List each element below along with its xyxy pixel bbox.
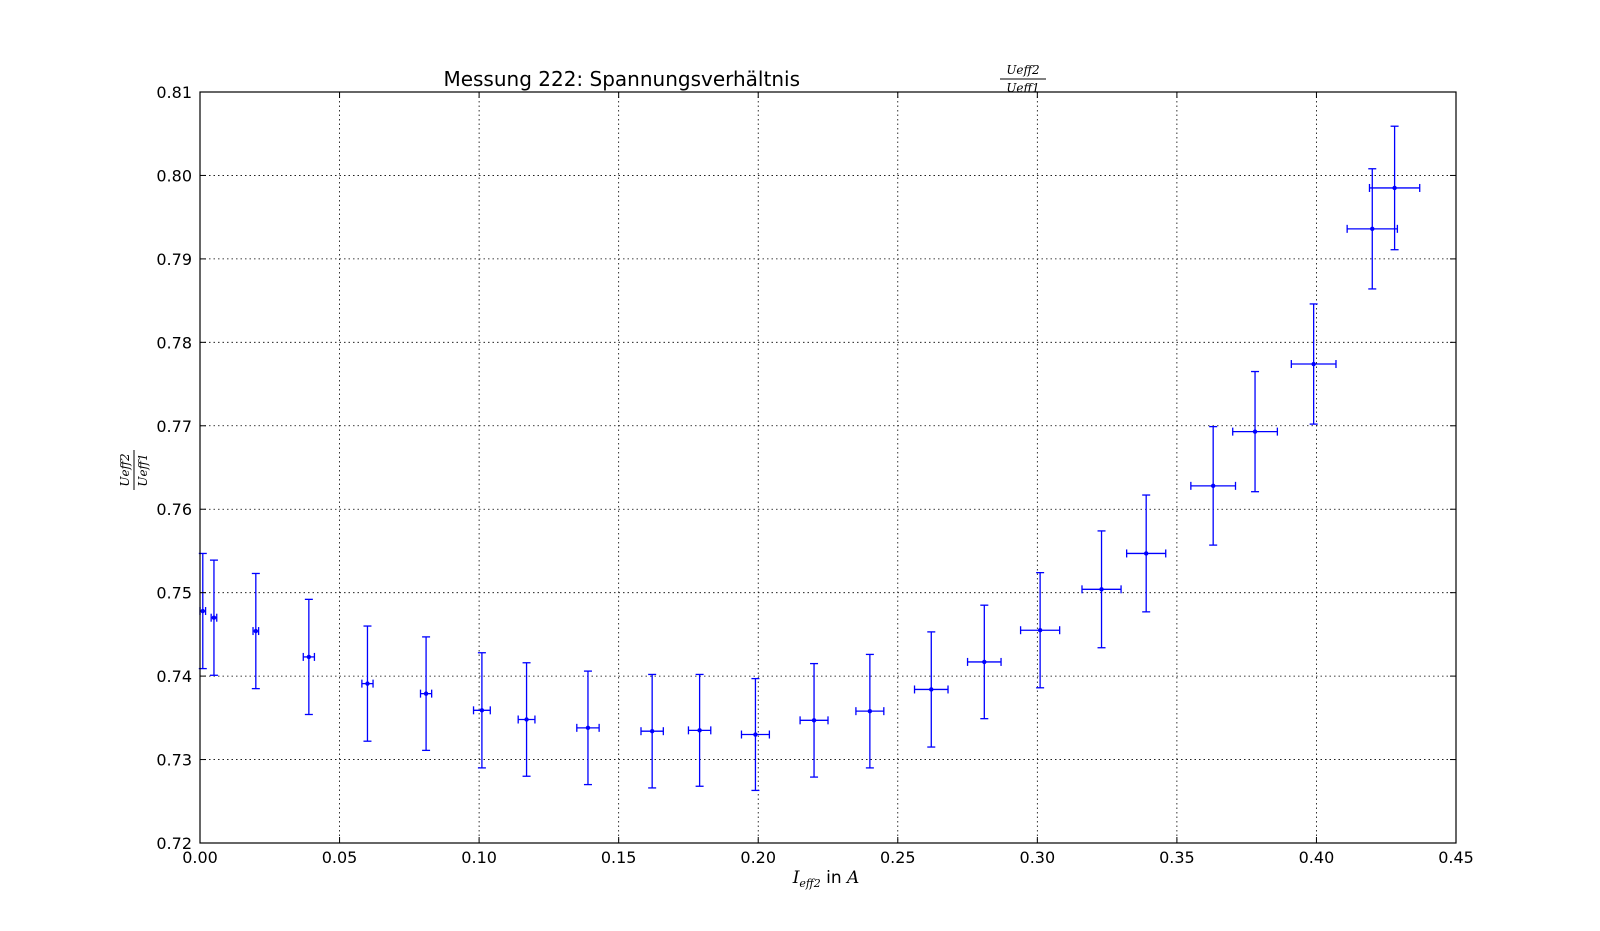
x-label-symbol: I (792, 868, 800, 888)
x-tick-label: 0.10 (461, 848, 497, 867)
y-tick-label: 0.78 (156, 333, 192, 352)
data-point (640, 673, 664, 789)
grid (200, 92, 1456, 843)
axes-frame (199, 91, 1457, 844)
y-axis-label: Ueff2 Ueff1 (118, 450, 150, 490)
data-point (1125, 494, 1167, 613)
data-point (361, 625, 374, 742)
point-marker (867, 708, 873, 714)
y-tick-label: 0.81 (156, 83, 192, 102)
data-point (1368, 125, 1421, 251)
point-marker (1370, 226, 1375, 232)
data-point (209, 559, 218, 676)
x-label-text: in (821, 868, 847, 888)
data-point (913, 631, 949, 748)
point-marker (253, 628, 259, 634)
data-point (1190, 425, 1237, 546)
x-tick-label: 0.40 (1299, 848, 1335, 867)
y-label-numerator: Ueff2 (118, 453, 132, 486)
data-point (517, 662, 536, 777)
x-tick-label: 0.15 (601, 848, 637, 867)
svg-text:Ieff2 in A: Ieff2 in A (792, 868, 860, 890)
data-point (419, 636, 433, 752)
x-tick-label: 0.00 (182, 848, 218, 867)
x-axis-label: Ieff2 in A (792, 868, 860, 890)
point-marker (1099, 587, 1104, 592)
data-point (855, 653, 885, 769)
data-point (251, 572, 260, 690)
y-tick-label: 0.72 (156, 834, 192, 853)
title-fraction-numerator: Ueff2 (1006, 63, 1039, 77)
x-tick-label: 0.45 (1438, 848, 1474, 867)
x-tick-label: 0.25 (880, 848, 916, 867)
y-label-denominator: Ueff1 (136, 453, 150, 486)
data-point (1346, 168, 1399, 290)
point-marker (982, 659, 987, 665)
x-tick-label: 0.05 (322, 848, 358, 867)
chart-title-text: Messung 222: Spannungsverhältnis (443, 67, 800, 91)
point-marker (811, 718, 817, 723)
point-marker (365, 681, 370, 686)
point-marker (200, 608, 205, 614)
point-marker (423, 691, 429, 696)
x-tick-label: 0.30 (1020, 848, 1056, 867)
y-tick-label: 0.79 (156, 250, 192, 269)
data-point (1019, 571, 1061, 689)
x-tick-labels: 0.00 0.05 0.10 0.15 0.20 0.25 0.30 0.35 0.40 0.45 (182, 848, 1474, 867)
y-tick-label: 0.76 (156, 500, 192, 519)
point-marker (753, 732, 758, 737)
x-tick-label: 0.35 (1159, 848, 1195, 867)
data-point (302, 598, 316, 716)
point-marker (929, 687, 934, 692)
point-marker (585, 725, 591, 731)
data-point (799, 662, 829, 778)
x-label-unit: A (845, 868, 859, 888)
y-tick-label: 0.73 (156, 751, 192, 770)
data-series (198, 125, 1421, 792)
point-marker (211, 615, 217, 620)
chart-title: Messung 222: Spannungsverhältnis Ueff2 U… (443, 63, 1046, 95)
data-point (1290, 303, 1337, 425)
data-point (740, 677, 771, 792)
data-point (687, 673, 712, 787)
point-marker (1392, 185, 1397, 191)
plot-area (200, 92, 1456, 843)
point-marker (1252, 429, 1258, 434)
data-point (576, 670, 600, 786)
data-point (1081, 530, 1122, 649)
x-tick-label: 0.20 (740, 848, 776, 867)
point-marker (697, 728, 702, 733)
y-tick-labels: 0.72 0.73 0.74 0.75 0.76 0.77 0.78 0.79 0.80 0.81 (156, 83, 192, 853)
point-marker (649, 728, 655, 734)
point-marker (306, 654, 312, 660)
point-marker (1143, 551, 1149, 556)
point-marker (479, 708, 485, 713)
data-point (472, 652, 491, 769)
y-tick-label: 0.74 (156, 667, 192, 686)
point-marker (1037, 628, 1043, 633)
data-point (1232, 370, 1279, 493)
y-tick-label: 0.80 (156, 166, 192, 185)
data-point (966, 604, 1002, 720)
y-tick-label: 0.77 (156, 417, 192, 436)
point-marker (1210, 483, 1216, 489)
point-marker (1311, 361, 1316, 367)
y-tick-label: 0.75 (156, 584, 192, 603)
axis-ticks (199, 91, 1457, 844)
x-label-subscript: eff2 (799, 877, 820, 890)
point-marker (524, 717, 529, 722)
